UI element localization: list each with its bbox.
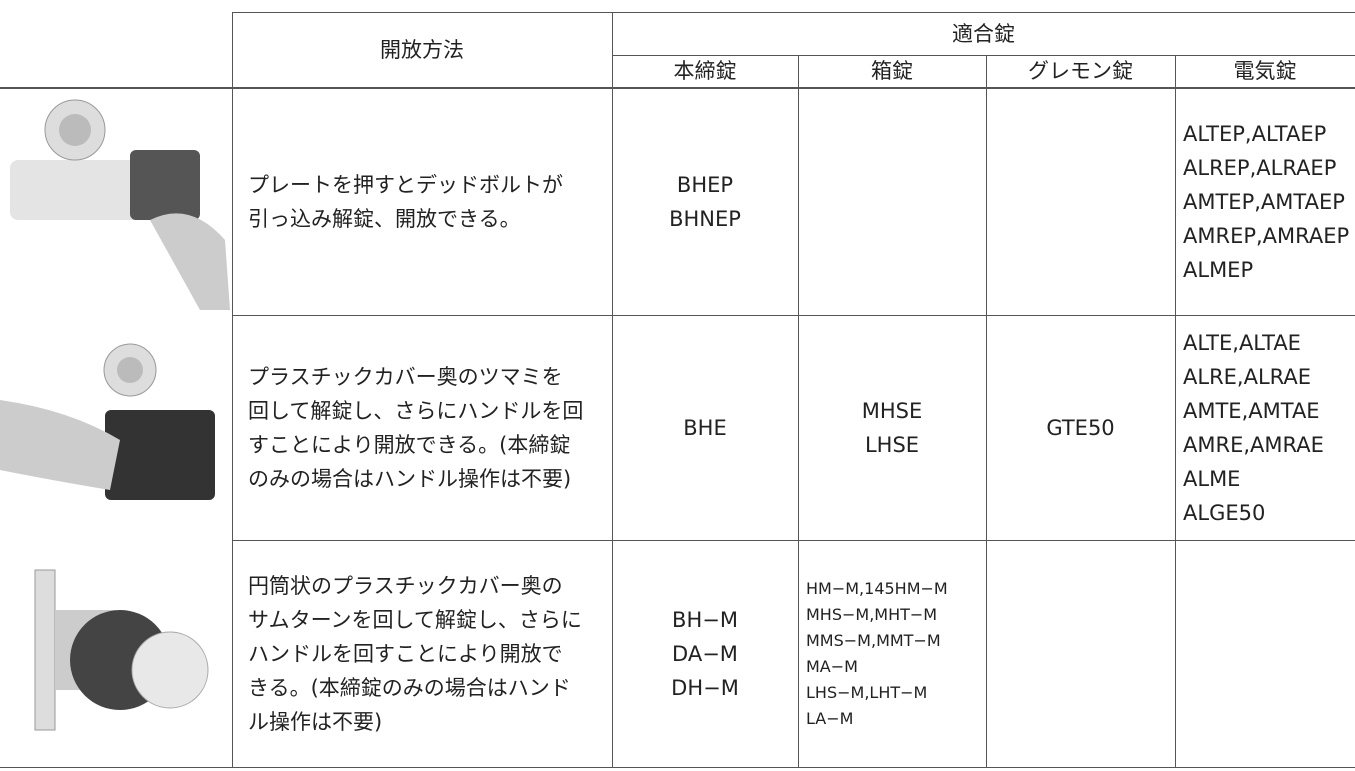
header-text: 開放方法 [380, 37, 464, 62]
header-method: 開放方法 [232, 12, 612, 87]
illustration-plate [10, 99, 230, 310]
description-line: ル操作は不要) [248, 710, 383, 734]
description-line: プラスチックカバー奥のツマミを [248, 365, 563, 389]
lock-cell: HM−M,145HM−M MHS−M,MHT−M MMS−M,MMT−M MA−M LH… [806, 541, 986, 767]
rule [798, 55, 799, 768]
rule [612, 55, 1355, 56]
lock-model: ALMEP [1183, 258, 1254, 282]
header-text: 電気錠 [1233, 59, 1297, 83]
rule [232, 12, 1355, 13]
lock-model: BHE [683, 416, 727, 440]
lock-model: AMREP,AMRAEP [1183, 224, 1350, 248]
header-text: グレモン錠 [1028, 59, 1133, 83]
description-line: プレートを押すとデッドボルトが [248, 173, 563, 197]
illustration-knob [34, 569, 209, 731]
lock-model: ALREP,ALRAEP [1183, 156, 1337, 180]
lock-cell [986, 89, 1175, 315]
description-line: すことにより開放できる。(本締錠 [248, 433, 571, 457]
lock-cell [1183, 541, 1355, 767]
rule [0, 767, 1355, 768]
description-line: サムターンを回して解錠し、さらに [248, 608, 582, 632]
description: プレートを押すとデッドボルトが 引っ込み解錠、開放できる。 [248, 89, 610, 315]
description-line: のみの場合はハンドル操作は不要) [248, 467, 572, 491]
lock-model: AMTEP,AMTAEP [1183, 190, 1345, 214]
lock-model: DH−M [671, 676, 739, 700]
rule [232, 540, 1355, 541]
lock-cell: MHSE LHSE [798, 316, 986, 540]
header-column: 本締錠 [612, 55, 798, 87]
lock-cell: ALTEP,ALTAEP ALREP,ALRAEP AMTEP,AMTAEP AMRE… [1183, 89, 1355, 315]
lock-model: BHEP [676, 173, 734, 197]
header-text: 適合錠 [952, 21, 1015, 46]
lock-model: ALRE,ALRAE [1183, 365, 1312, 389]
illustrations [0, 99, 230, 731]
description: 円筒状のプラスチックカバー奥の サムターンを回して解錠し、さらに ハンドルを回すこと… [248, 541, 610, 767]
lock-model: BHNEP [669, 207, 741, 231]
lock-model: LHS−M,LHT−M [806, 683, 928, 702]
lock-model: LA−M [806, 709, 854, 728]
lock-cell [798, 89, 986, 315]
lock-model: ALME [1183, 467, 1241, 491]
rule [612, 12, 613, 768]
lock-model: ALTEP,ALTAEP [1183, 122, 1327, 146]
lock-model: ALTE,ALTAE [1183, 331, 1301, 355]
description-line: 回して解錠し、さらにハンドルを回 [248, 399, 584, 423]
lock-cell [986, 541, 1175, 767]
header-column: 箱錠 [798, 55, 986, 87]
lock-model: LHSE [864, 433, 920, 457]
lock-model: MHS−M,MHT−M [806, 605, 938, 624]
lock-model: ALGE50 [1183, 501, 1266, 525]
lock-model: BH−M [672, 608, 738, 632]
description: プラスチックカバー奥のツマミを 回して解錠し、さらにハンドルを回 すことにより開放で… [248, 316, 610, 540]
lock-model: MHSE [861, 399, 923, 423]
header-column: グレモン錠 [986, 55, 1175, 87]
header-column: 電気錠 [1175, 55, 1355, 87]
lock-cell: BH−M DA−M DH−M [612, 541, 798, 767]
header-group: 適合錠 [612, 12, 1355, 55]
description-line: 引っ込み解錠、開放できる。 [248, 207, 521, 231]
lock-cell: GTE50 [986, 316, 1175, 540]
rule [232, 12, 233, 768]
lock-model: DA−M [672, 642, 738, 666]
rule [986, 55, 987, 768]
lock-cell: BHE [612, 316, 798, 540]
illustration-cover [0, 343, 215, 500]
header-text: 箱錠 [871, 59, 913, 83]
lock-model: MMS−M,MMT−M [806, 631, 941, 650]
lock-cell: BHEP BHNEP [612, 89, 798, 315]
lock-model: GTE50 [1046, 416, 1115, 440]
lock-cell: ALTE,ALTAE ALRE,ALRAE AMTE,AMTAE AMRE,AMRAE… [1183, 316, 1355, 540]
header-text: 本締錠 [673, 59, 737, 83]
rule [1175, 55, 1176, 768]
lock-model: HM−M,145HM−M [806, 579, 948, 598]
lock-model: MA−M [806, 657, 858, 676]
rule [0, 87, 1355, 89]
lock-model: AMRE,AMRAE [1183, 433, 1324, 457]
lock-model: AMTE,AMTAE [1183, 399, 1320, 423]
description-line: きる。(本締錠のみの場合はハンド [248, 676, 571, 700]
description-line: 円筒状のプラスチックカバー奥の [248, 574, 563, 598]
description-line: ハンドルを回すことにより開放で [248, 642, 563, 666]
rule [232, 315, 1355, 316]
